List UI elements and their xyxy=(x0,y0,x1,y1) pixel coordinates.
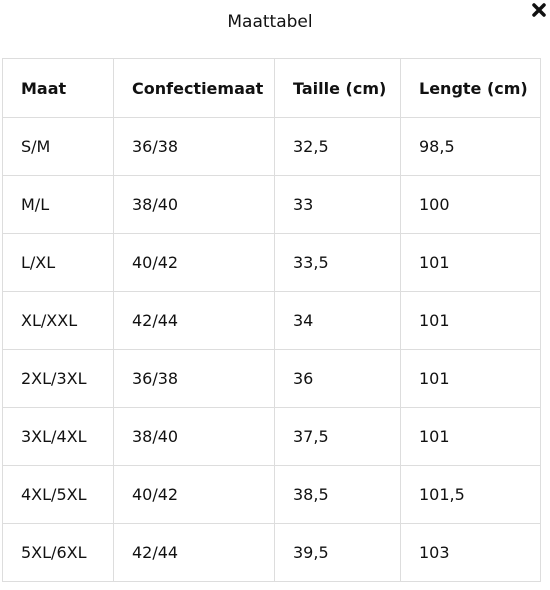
table-cell: 101 xyxy=(400,233,541,292)
table-row: 3XL/4XL 38/40 37,5 101 xyxy=(2,407,541,466)
table-cell: 34 xyxy=(274,291,401,350)
table-cell: 36/38 xyxy=(113,349,275,408)
table-cell: 101 xyxy=(400,291,541,350)
table-cell: 42/44 xyxy=(113,291,275,350)
table-row: S/M 36/38 32,5 98,5 xyxy=(2,117,541,176)
table-cell: 36 xyxy=(274,349,401,408)
table-row: L/XL 40/42 33,5 101 xyxy=(2,233,541,292)
table-body: S/M 36/38 32,5 98,5 M/L 38/40 33 100 L/XL 40/42 33… xyxy=(2,117,541,582)
header-cell: Lengte (cm) xyxy=(400,58,541,118)
table-cell: 33 xyxy=(274,175,401,234)
table-cell: 32,5 xyxy=(274,117,401,176)
table-cell: 38/40 xyxy=(113,175,275,234)
table-cell: M/L xyxy=(2,175,114,234)
table-cell: 98,5 xyxy=(400,117,541,176)
close-button[interactable] xyxy=(531,2,547,18)
header-row: Maat Confectiemaat Taille (cm) Lengte (cm) xyxy=(2,58,541,118)
table-cell: 101,5 xyxy=(400,465,541,524)
table-cell: 38,5 xyxy=(274,465,401,524)
table-cell: 2XL/3XL xyxy=(2,349,114,408)
table-row: XL/XXL 42/44 34 101 xyxy=(2,291,541,350)
table-cell: 101 xyxy=(400,349,541,408)
table-cell: 39,5 xyxy=(274,523,401,582)
table-cell: S/M xyxy=(2,117,114,176)
table-cell: 4XL/5XL xyxy=(2,465,114,524)
close-icon xyxy=(532,3,546,17)
table-cell: 103 xyxy=(400,523,541,582)
header-cell: Confectiemaat xyxy=(113,58,275,118)
table-cell: 40/42 xyxy=(113,233,275,292)
table-cell: 5XL/6XL xyxy=(2,523,114,582)
table-row: 2XL/3XL 36/38 36 101 xyxy=(2,349,541,408)
size-table: Maat Confectiemaat Taille (cm) Lengte (cm) … xyxy=(2,58,541,582)
table-cell: 37,5 xyxy=(274,407,401,466)
table-cell: 100 xyxy=(400,175,541,234)
table-cell: 3XL/4XL xyxy=(2,407,114,466)
table-row: M/L 38/40 33 100 xyxy=(2,175,541,234)
table-cell: 38/40 xyxy=(113,407,275,466)
table-cell: 40/42 xyxy=(113,465,275,524)
table-cell: XL/XXL xyxy=(2,291,114,350)
table-row: 5XL/6XL 42/44 39,5 103 xyxy=(2,523,541,582)
table-cell: L/XL xyxy=(2,233,114,292)
header-cell: Maat xyxy=(2,58,114,118)
table-cell: 33,5 xyxy=(274,233,401,292)
table-cell: 101 xyxy=(400,407,541,466)
header-cell: Taille (cm) xyxy=(274,58,401,118)
table-cell: 42/44 xyxy=(113,523,275,582)
table-cell: 36/38 xyxy=(113,117,275,176)
dialog-title: Maattabel xyxy=(227,12,313,32)
table-row: 4XL/5XL 40/42 38,5 101,5 xyxy=(2,465,541,524)
